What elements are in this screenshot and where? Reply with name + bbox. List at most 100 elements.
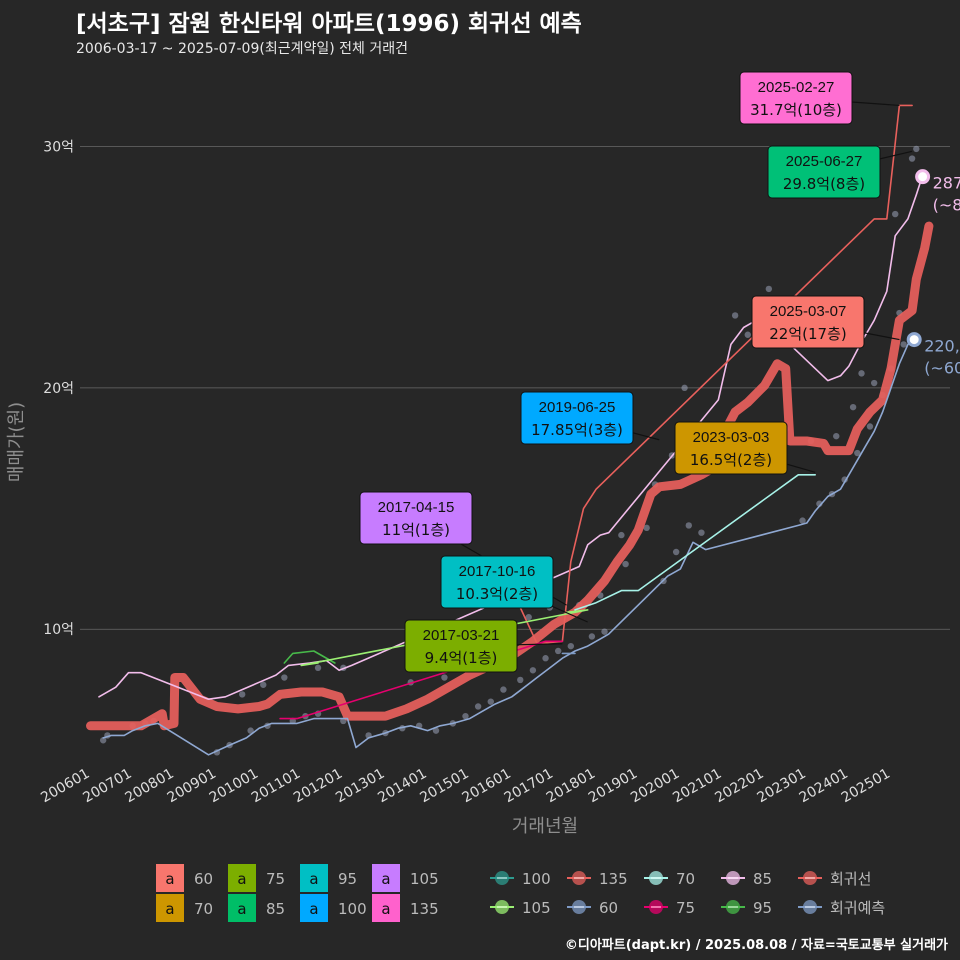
annotation-box [739,71,853,125]
legend-swatch [372,894,400,922]
trade-point [554,647,562,655]
legend-swatch-glyph: a [237,870,246,888]
series-line-75 [279,640,564,720]
legend-swatch-glyph: a [309,870,318,888]
series-line-회귀예측 [102,338,915,756]
annotation-price: 29.8억(8층) [783,175,865,193]
legend-swatch-glyph: a [381,870,390,888]
legend-label: 95 [753,899,772,917]
annotation-box [767,145,881,199]
annotation-box [520,391,634,445]
annotation-date: 2023-03-03 [693,429,770,446]
trade-point [681,384,688,392]
trade-point [239,691,246,698]
series-line-95 [283,650,336,664]
legend-swatch [300,864,328,892]
trade-point [698,529,705,536]
trade-point [643,524,650,532]
trade-point [744,331,751,338]
trade-point [432,727,440,734]
trade-point [441,674,448,681]
trade-point [854,449,861,457]
y-tick-label: 20억 [43,381,74,397]
annotation-date: 2017-04-15 [378,499,455,516]
legend-label: 135 [410,900,439,918]
source-footer: ©디아파트(dapt.kr) / 2025.08.08 / 자료=국토교통부 실… [564,938,948,953]
annotation-price: 16.5억(2층) [690,451,772,469]
y-tick-label: 30억 [43,139,74,155]
series-line-70 [574,474,816,611]
trade-point [474,703,482,710]
annotation-date: 2017-10-16 [459,563,536,580]
annotation-date: 2025-06-27 [786,153,863,170]
regression-line [86,221,934,731]
trade-point [908,155,916,162]
trade-point [247,727,254,734]
trade-point [260,681,267,688]
trade-point [567,642,575,650]
trade-point [870,379,878,387]
annotation-price: 11억(1층) [382,521,450,539]
legend-label: 60 [599,899,618,917]
trade-point [281,674,288,681]
legend-label: 회귀예측 [830,899,885,917]
legend-swatch [300,894,328,922]
legend-label: 70 [676,870,695,888]
trade-point [622,560,629,568]
trade-point [500,686,507,693]
legend-label: 100 [338,900,367,918]
trade-point [618,531,625,539]
legend-label: 75 [266,870,285,888]
trade-point [900,341,907,348]
annotation-box [674,421,788,475]
annotation-date: 2025-02-27 [758,79,835,96]
series-line-85 [98,174,924,700]
legend-label: 100 [522,870,551,888]
end-point-marker [915,169,931,185]
trade-point [799,517,806,524]
legend-swatch-glyph: a [165,870,174,888]
trade-point [913,145,920,153]
legend-swatch-glyph: a [237,900,246,918]
trade-point [858,370,865,377]
legend-label: 105 [410,870,439,888]
legend-label: 85 [266,900,285,918]
trade-point [525,613,532,621]
trade-point [314,664,322,672]
trade-point [601,628,608,635]
annotation-date: 2019-06-25 [539,399,616,416]
annotation-box [404,619,518,673]
legend-label: 85 [753,870,772,888]
annotation-price: 10.3억(2층) [456,585,538,603]
legend-label: 75 [676,899,695,917]
x-tick-label: 202501 [839,766,893,807]
end-point-area: (~60㎡) [924,359,960,378]
end-point-value: 220,000 [924,337,960,356]
trade-point [866,423,874,430]
trade-point [542,655,549,662]
legend-swatch [372,864,400,892]
trade-point [892,210,899,218]
trade-point [99,737,107,744]
trade-point [849,403,857,411]
trade-point [529,667,537,674]
chart-title: [서초구] 잠원 한신타워 아파트(1996) 회귀선 예측 [76,11,582,37]
annotation-box [751,295,865,349]
x-axis-title: 거래년월 [512,816,578,837]
annotation-price: 22억(17층) [769,325,846,343]
trade-point [462,712,469,720]
trade-point [487,698,494,705]
legend-swatch-glyph: a [309,900,318,918]
trade-point [685,522,692,529]
y-tick-label: 10억 [43,622,74,638]
trade-point [833,432,840,440]
annotation-price: 31.7억(10층) [750,101,842,119]
legend-swatch-glyph: a [165,900,174,918]
legend-label: 회귀선 [830,870,871,888]
annotation-price: 17.85억(3층) [531,421,623,439]
legend-swatch-glyph: a [381,900,390,918]
annotation-date: 2025-03-07 [770,303,847,320]
annotation-box [440,555,554,609]
legend-label: 105 [522,899,551,917]
